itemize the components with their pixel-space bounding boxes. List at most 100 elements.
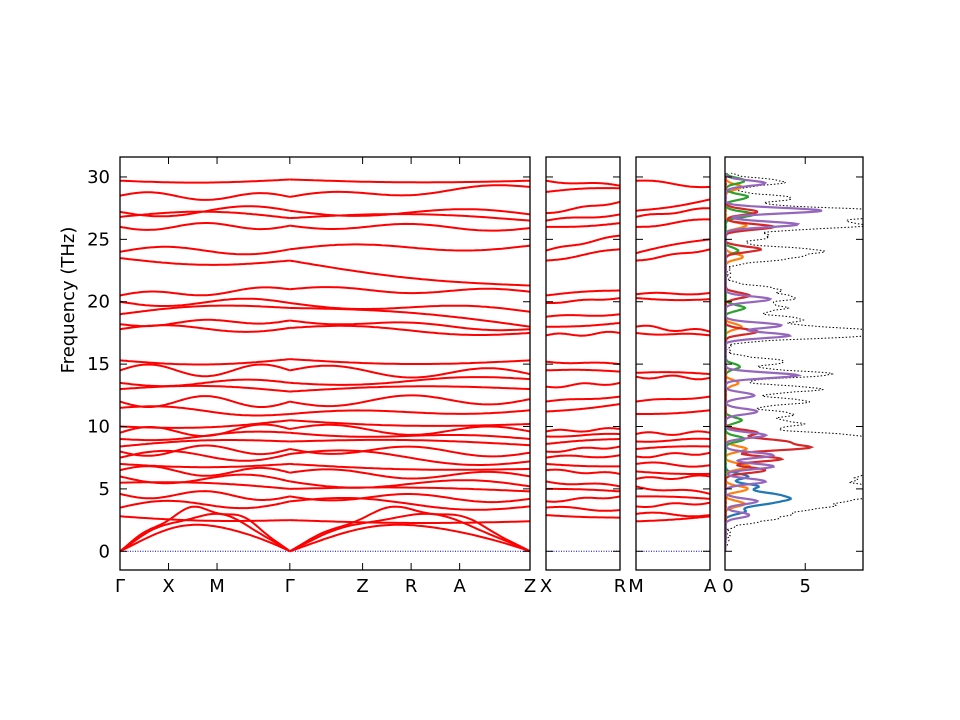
optical-branch bbox=[120, 473, 291, 485]
optical-branch bbox=[546, 395, 620, 403]
band-panel-1 bbox=[120, 178, 530, 553]
optical-branch bbox=[636, 451, 710, 459]
optical-branch bbox=[546, 427, 620, 433]
optical-branch bbox=[289, 178, 530, 184]
optical-branch bbox=[636, 238, 710, 255]
optical-branch bbox=[546, 462, 620, 468]
optical-branch bbox=[289, 259, 530, 287]
optical-branch bbox=[289, 479, 530, 489]
optical-branch bbox=[636, 409, 710, 415]
kpoint-label: R bbox=[614, 576, 627, 597]
optical-branch bbox=[120, 481, 290, 490]
optical-branch bbox=[289, 445, 530, 458]
acoustic-branch bbox=[289, 523, 530, 553]
kpoint-label: M bbox=[628, 576, 644, 597]
y-tick-label: 10 bbox=[87, 417, 110, 438]
optical-branch bbox=[289, 364, 530, 379]
optical-branch bbox=[120, 384, 290, 393]
kpoint-label: A bbox=[453, 576, 466, 597]
optical-branch bbox=[120, 449, 291, 462]
optical-branch bbox=[636, 371, 710, 376]
optical-branch bbox=[636, 495, 710, 500]
dos-panel bbox=[725, 172, 863, 552]
optical-branch bbox=[289, 319, 530, 332]
optical-branch bbox=[289, 468, 530, 480]
optical-branch bbox=[546, 213, 620, 222]
data-layer bbox=[120, 172, 863, 553]
optical-branch bbox=[546, 432, 620, 438]
optical-branch bbox=[289, 519, 530, 524]
optical-branch bbox=[289, 208, 530, 217]
optical-branch bbox=[120, 499, 291, 510]
optical-branch bbox=[120, 378, 290, 388]
optical-branch bbox=[289, 486, 530, 493]
optical-branch bbox=[289, 394, 530, 408]
optical-branch bbox=[636, 485, 710, 495]
optical-branch bbox=[289, 286, 530, 295]
optical-branch bbox=[289, 497, 530, 511]
optical-branch bbox=[289, 449, 530, 466]
acoustic-branch bbox=[120, 523, 291, 553]
optical-branch bbox=[546, 289, 620, 297]
optical-branch bbox=[120, 515, 290, 522]
optical-branch bbox=[120, 286, 290, 297]
kpoint-label: Γ bbox=[115, 576, 125, 597]
optical-branch bbox=[546, 505, 620, 512]
optical-branch bbox=[636, 395, 710, 403]
kpoint-label: A bbox=[704, 576, 717, 597]
optical-branch bbox=[546, 468, 620, 475]
optical-branch bbox=[289, 302, 530, 313]
optical-branch bbox=[546, 222, 620, 228]
optical-branch bbox=[636, 470, 710, 475]
optical-branch bbox=[546, 495, 620, 503]
kpoint-label: X bbox=[162, 576, 174, 597]
optical-branch bbox=[546, 403, 620, 413]
optical-branch bbox=[120, 178, 290, 184]
optical-branch bbox=[546, 445, 620, 453]
optical-branch bbox=[636, 515, 710, 523]
y-tick-label: 30 bbox=[87, 167, 110, 188]
optical-branch bbox=[546, 187, 620, 193]
y-tick-label: 15 bbox=[87, 354, 110, 375]
y-tick-label: 25 bbox=[87, 229, 110, 250]
acoustic-branch bbox=[289, 512, 530, 553]
optical-branch bbox=[289, 184, 530, 198]
y-tick-label: 5 bbox=[99, 479, 110, 500]
kpoint-label: M bbox=[209, 576, 225, 597]
optical-branch bbox=[546, 368, 620, 373]
optical-branch bbox=[120, 490, 291, 501]
optical-branch bbox=[636, 179, 710, 189]
optical-branch bbox=[289, 423, 530, 436]
optical-branch bbox=[636, 430, 710, 436]
kpoint-label: X bbox=[540, 576, 552, 597]
optical-branch bbox=[636, 374, 710, 381]
optical-branch bbox=[289, 222, 530, 232]
band-panel-frame bbox=[545, 156, 621, 571]
y-tick-label: 20 bbox=[87, 292, 110, 313]
optical-branch bbox=[289, 376, 530, 386]
total-dos-curve bbox=[725, 172, 863, 552]
band-panel-frame bbox=[119, 156, 531, 571]
optical-branch bbox=[636, 297, 710, 302]
kpoint-label: Z bbox=[524, 576, 536, 597]
optical-branch bbox=[120, 395, 291, 408]
band-panel-2 bbox=[546, 179, 620, 552]
y-tick-label: 0 bbox=[99, 541, 110, 562]
dos-x-tick-label: 0 bbox=[722, 576, 733, 597]
kpoint-label: Z bbox=[356, 576, 368, 597]
optical-branch bbox=[289, 419, 530, 427]
optical-branch bbox=[289, 358, 530, 365]
optical-branch bbox=[546, 234, 620, 252]
optical-branch bbox=[546, 179, 620, 187]
optical-branch bbox=[546, 321, 620, 328]
optical-branch bbox=[120, 318, 290, 328]
optical-branch bbox=[546, 248, 620, 262]
dos-x-tick-label: 5 bbox=[800, 576, 811, 597]
optical-branch bbox=[546, 360, 620, 366]
optical-branch bbox=[289, 307, 530, 328]
optical-branch bbox=[120, 222, 291, 231]
optical-branch bbox=[636, 218, 710, 228]
optical-branch bbox=[546, 514, 620, 519]
